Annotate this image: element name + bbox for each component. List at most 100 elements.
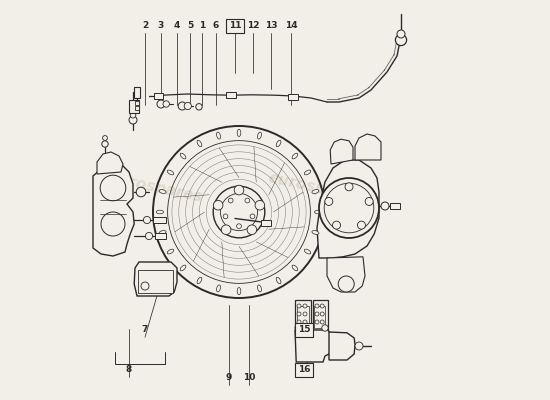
- Circle shape: [103, 136, 107, 140]
- Bar: [129, 100, 139, 113]
- Circle shape: [228, 198, 233, 203]
- Circle shape: [144, 216, 151, 224]
- Ellipse shape: [167, 170, 174, 175]
- Circle shape: [129, 116, 137, 124]
- Circle shape: [355, 342, 363, 350]
- Circle shape: [136, 187, 146, 197]
- Circle shape: [295, 325, 301, 331]
- Polygon shape: [355, 134, 381, 160]
- Circle shape: [325, 198, 333, 206]
- Circle shape: [178, 102, 186, 110]
- Polygon shape: [329, 332, 355, 360]
- Polygon shape: [295, 330, 331, 362]
- Ellipse shape: [312, 230, 319, 234]
- Text: 14: 14: [285, 22, 298, 30]
- Ellipse shape: [237, 288, 241, 295]
- Bar: [261, 220, 271, 226]
- Ellipse shape: [292, 265, 298, 271]
- Ellipse shape: [276, 277, 281, 284]
- Circle shape: [345, 183, 353, 191]
- Text: 2: 2: [142, 22, 148, 30]
- Text: 15: 15: [298, 326, 310, 334]
- Circle shape: [213, 200, 223, 210]
- Circle shape: [315, 304, 319, 308]
- Ellipse shape: [167, 249, 174, 254]
- Ellipse shape: [304, 170, 311, 175]
- Circle shape: [221, 225, 231, 234]
- Circle shape: [381, 202, 389, 210]
- Circle shape: [297, 312, 301, 316]
- Ellipse shape: [159, 190, 166, 194]
- Polygon shape: [97, 152, 123, 174]
- Circle shape: [145, 232, 152, 240]
- Circle shape: [223, 214, 228, 219]
- Circle shape: [358, 221, 365, 229]
- Bar: [295, 300, 311, 330]
- Circle shape: [338, 276, 354, 292]
- Bar: [153, 217, 166, 223]
- Text: 11: 11: [229, 22, 241, 30]
- Circle shape: [397, 30, 405, 38]
- Circle shape: [315, 312, 319, 316]
- Circle shape: [320, 312, 324, 316]
- Circle shape: [322, 325, 328, 331]
- Ellipse shape: [257, 285, 261, 292]
- Ellipse shape: [217, 285, 221, 292]
- Circle shape: [297, 304, 301, 308]
- Ellipse shape: [315, 210, 322, 214]
- Circle shape: [255, 200, 265, 210]
- Ellipse shape: [159, 230, 166, 234]
- Circle shape: [102, 141, 108, 147]
- Polygon shape: [317, 160, 379, 258]
- Text: eurospares: eurospares: [106, 171, 204, 205]
- Circle shape: [297, 320, 301, 324]
- Ellipse shape: [180, 153, 186, 159]
- Circle shape: [303, 312, 307, 316]
- Circle shape: [365, 198, 373, 206]
- Circle shape: [184, 102, 191, 110]
- Ellipse shape: [292, 153, 298, 159]
- Circle shape: [333, 221, 340, 229]
- Text: 9: 9: [226, 374, 232, 382]
- Bar: [297, 306, 309, 328]
- Circle shape: [163, 101, 169, 107]
- Circle shape: [234, 185, 244, 195]
- Text: 1: 1: [199, 22, 205, 30]
- Circle shape: [320, 304, 324, 308]
- Text: 16: 16: [298, 366, 310, 374]
- Circle shape: [395, 34, 406, 46]
- Circle shape: [157, 100, 165, 108]
- Circle shape: [247, 225, 257, 234]
- Bar: [135, 106, 139, 110]
- Bar: [226, 92, 236, 98]
- Ellipse shape: [197, 140, 202, 147]
- Circle shape: [130, 112, 136, 118]
- Text: eurospares: eurospares: [266, 171, 364, 205]
- Ellipse shape: [276, 140, 281, 147]
- Circle shape: [315, 320, 319, 324]
- Polygon shape: [330, 139, 353, 164]
- Ellipse shape: [304, 249, 311, 254]
- Bar: [138, 270, 173, 293]
- Ellipse shape: [217, 132, 221, 139]
- Bar: [135, 101, 139, 105]
- Ellipse shape: [237, 129, 241, 136]
- Circle shape: [303, 304, 307, 308]
- Bar: [312, 300, 328, 330]
- Ellipse shape: [312, 190, 319, 194]
- Circle shape: [320, 320, 324, 324]
- Polygon shape: [134, 262, 177, 296]
- Text: 13: 13: [265, 22, 277, 30]
- Ellipse shape: [180, 265, 186, 271]
- Circle shape: [245, 198, 250, 203]
- Circle shape: [319, 178, 379, 238]
- Circle shape: [196, 104, 202, 110]
- Circle shape: [303, 320, 307, 324]
- Bar: [314, 306, 326, 328]
- Text: 7: 7: [142, 326, 148, 334]
- Bar: [134, 87, 140, 98]
- Text: 5: 5: [187, 22, 194, 30]
- Bar: [288, 94, 298, 100]
- Text: 8: 8: [126, 366, 132, 374]
- Circle shape: [250, 214, 255, 219]
